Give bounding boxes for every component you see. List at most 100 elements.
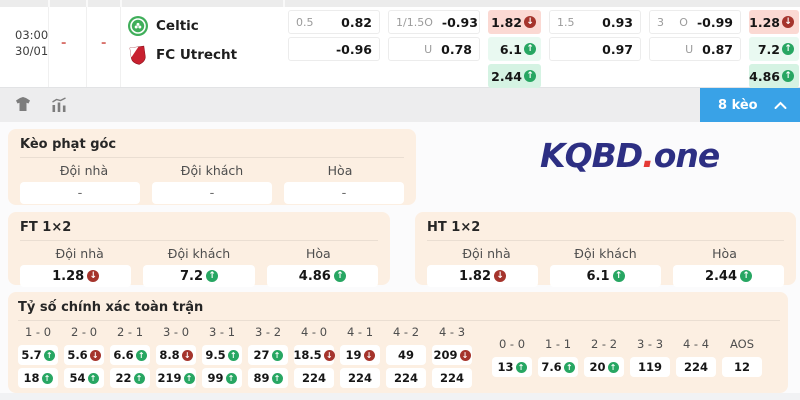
odds-value: 0.97: [602, 41, 633, 57]
ht-1x2-panel: HT 1×2 Đội nhà Đội khách Hòa 1.82 ↓ 6.1 …: [415, 212, 796, 287]
odds-value: 224: [439, 371, 464, 385]
handicap-line: 1.5: [557, 15, 575, 29]
ht-draw-cell[interactable]: 2.44 ↑: [673, 265, 784, 287]
score-odds-cell[interactable]: 13 ↑: [492, 357, 532, 377]
odds-value: 7.2: [179, 268, 203, 284]
odds-value: 224: [393, 371, 418, 385]
bar-chart-icon[interactable]: [50, 96, 68, 114]
odds-value: -0.93: [441, 14, 478, 30]
score-odds-cell[interactable]: 9.5 ↑: [202, 345, 242, 365]
under-label: U: [424, 42, 433, 56]
jersey-icon[interactable]: [14, 96, 32, 114]
match-row: 03:00 30/01 - - Celtic FC: [0, 0, 800, 88]
score-column: 2 - 1 6.6 ↑ 22 ↑: [110, 325, 150, 388]
trend-arrow-icon: ↓: [87, 270, 100, 282]
keo-count-button[interactable]: 8 kèo: [700, 88, 800, 122]
away-team-row[interactable]: FC Utrecht: [128, 45, 237, 65]
score-label: 4 - 2: [392, 325, 420, 339]
under-cell[interactable]: U 0.78: [388, 37, 480, 61]
trend-arrow-icon: ↑: [225, 372, 237, 384]
x12-home-cell[interactable]: 1.28 ↓: [749, 10, 799, 34]
trend-arrow-icon: ↑: [271, 349, 283, 361]
over-label: O: [679, 15, 688, 29]
draw-score-column: AOS 12: [722, 337, 762, 388]
draw-score-column: 2 - 2 20 ↑: [584, 337, 624, 388]
over-under-column-2: 3 O -0.99 U 0.87: [649, 10, 741, 88]
x12-away-cell[interactable]: 6.1 ↑: [488, 37, 541, 61]
chevron-up-icon: [774, 101, 787, 109]
score-label: 2 - 1: [116, 325, 144, 339]
odds-value: 224: [301, 371, 326, 385]
score-label: 0 - 0: [498, 337, 526, 351]
score-odds-cell[interactable]: 224: [294, 368, 334, 388]
correct-score-panel: Tỷ số chính xác toàn trận 1 - 0 5.7 ↑ 18 ↑…: [8, 292, 788, 393]
away-header: Đội khách: [574, 246, 637, 261]
score-odds-cell[interactable]: 49: [386, 345, 426, 365]
away-header: Đội khách: [167, 246, 231, 261]
home-header: Đội nhà: [462, 246, 511, 261]
score-column: 3 - 0 8.8 ↓ 219 ↑: [156, 325, 196, 388]
brand-suffix: one: [653, 136, 721, 175]
handicap-away-cell[interactable]: 0.97: [549, 37, 641, 61]
over-cell[interactable]: 1/1.5 O -0.93: [388, 10, 480, 34]
trend-arrow-icon: ↓: [89, 349, 101, 361]
away-score: -: [101, 36, 107, 51]
handicap-column-2: 1.5 0.93 0.97: [549, 10, 641, 88]
handicap-home-cell[interactable]: 1.5 0.93: [549, 10, 641, 34]
score-label: 4 - 0: [300, 325, 328, 339]
score-odds-cell[interactable]: 27 ↑: [248, 345, 288, 365]
ft-draw-cell[interactable]: 4.86 ↑: [266, 265, 378, 287]
handicap-away-cell[interactable]: -0.96: [288, 37, 380, 61]
score-odds-cell[interactable]: 18 ↑: [18, 368, 58, 388]
odds-value: 4.86: [749, 68, 780, 84]
odds-value: 0.93: [602, 14, 633, 30]
score-odds-cell[interactable]: 5.7 ↑: [18, 345, 58, 365]
score-odds-cell[interactable]: 219 ↑: [156, 368, 196, 388]
odds-value: 9.5: [205, 348, 226, 362]
odds-value: 1.82: [491, 14, 522, 30]
odds-value: 22: [115, 371, 132, 385]
score-odds-cell[interactable]: 5.6 ↓: [64, 345, 104, 365]
score-odds-cell[interactable]: 209 ↓: [432, 345, 472, 365]
x12-home-cell[interactable]: 1.82 ↓: [488, 10, 541, 34]
kickoff-time: 03:00: [15, 28, 49, 42]
score-odds-cell[interactable]: 224: [676, 357, 716, 377]
score-odds-cell[interactable]: 224: [432, 368, 472, 388]
home-team-row[interactable]: Celtic: [128, 16, 237, 36]
kickoff-date: 30/01: [15, 44, 49, 58]
score-odds-cell[interactable]: 54 ↑: [64, 368, 104, 388]
odds-value: 5.7: [21, 348, 42, 362]
trend-arrow-icon: ↑: [782, 70, 794, 82]
odds-value: 89: [253, 371, 270, 385]
score-odds-cell[interactable]: 89 ↑: [248, 368, 288, 388]
ht-home-cell[interactable]: 1.82 ↓: [427, 265, 538, 287]
x12-draw-cell[interactable]: 4.86 ↑: [749, 64, 799, 88]
score-odds-cell[interactable]: 19 ↓: [340, 345, 380, 365]
score-odds-cell[interactable]: 224: [386, 368, 426, 388]
handicap-home-cell[interactable]: 0.5 0.82: [288, 10, 380, 34]
ht-away-cell[interactable]: 6.1 ↑: [550, 265, 661, 287]
handicap-line: 0.5: [296, 15, 314, 29]
trend-arrow-icon: ↑: [740, 270, 753, 282]
odds-value: 2.44: [704, 268, 738, 284]
score-odds-cell[interactable]: 12: [722, 357, 762, 377]
score-odds-cell[interactable]: 119: [630, 357, 670, 377]
ft-away-cell[interactable]: 7.2 ↑: [143, 265, 255, 287]
score-odds-cell[interactable]: 99 ↑: [202, 368, 242, 388]
score-odds-cell[interactable]: 224: [340, 368, 380, 388]
over-cell[interactable]: 3 O -0.99: [649, 10, 741, 34]
score-odds-cell[interactable]: 6.6 ↑: [110, 345, 150, 365]
under-cell[interactable]: U 0.87: [649, 37, 741, 61]
ft-home-cell[interactable]: 1.28 ↓: [20, 265, 132, 287]
score-odds-cell[interactable]: 18.5 ↓: [293, 345, 335, 365]
score-odds-cell[interactable]: 20 ↑: [584, 357, 624, 377]
column-headers: Đội nhà Đội khách Hòa: [427, 246, 784, 261]
score-odds-cell[interactable]: 22 ↑: [110, 368, 150, 388]
corner-away-cell: -: [152, 182, 272, 204]
x12-draw-cell[interactable]: 2.44 ↑: [488, 64, 541, 88]
over-label: O: [424, 15, 433, 29]
x12-away-cell[interactable]: 7.2 ↑: [749, 37, 799, 61]
draw-score-column: 3 - 3 119: [630, 337, 670, 388]
score-odds-cell[interactable]: 8.8 ↓: [156, 345, 196, 365]
score-odds-cell[interactable]: 7.6 ↑: [538, 357, 578, 377]
